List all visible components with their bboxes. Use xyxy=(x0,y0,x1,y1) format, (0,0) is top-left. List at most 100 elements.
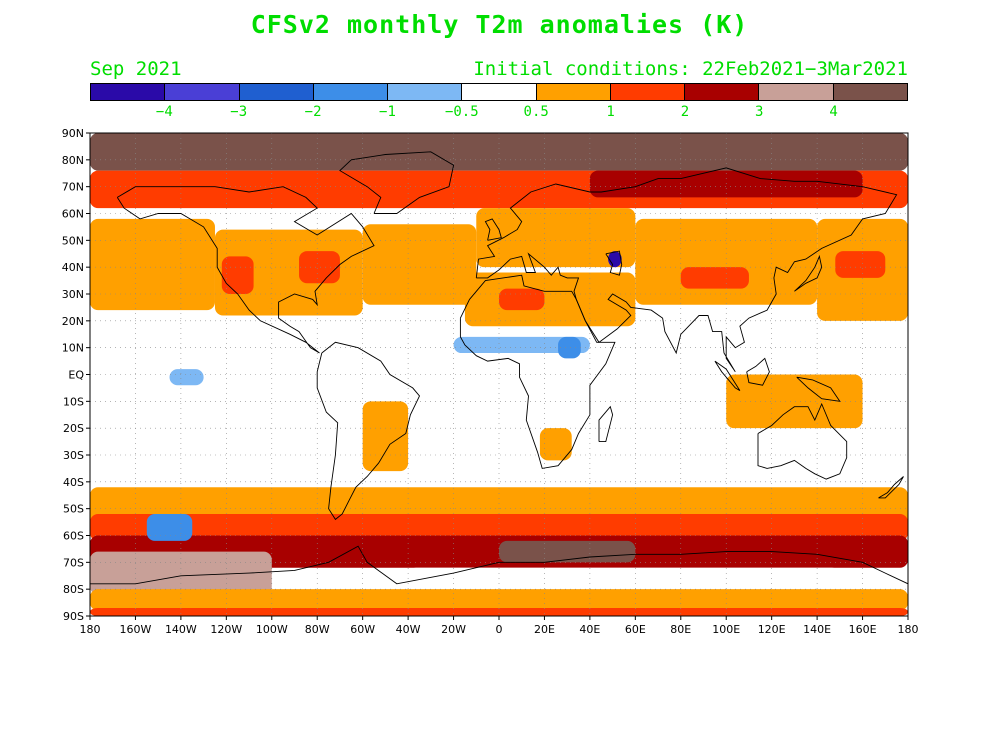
latitude-tick-label: 50S xyxy=(63,503,84,516)
coastline-uk xyxy=(484,218,502,241)
latitude-tick-label: 40N xyxy=(62,261,84,274)
colorbar-swatch xyxy=(91,84,166,100)
coastline-antarctica xyxy=(90,545,908,585)
anomaly-region-south-ocean-inner xyxy=(90,514,908,541)
anomaly-region-north-atlantic xyxy=(362,224,477,305)
latitude-tick-label: 80S xyxy=(63,583,84,596)
longitude-tick-label: 120E xyxy=(758,623,786,636)
colorbar xyxy=(90,83,908,101)
latitude-tick-label: 50N xyxy=(62,234,84,247)
longitude-tick-label: 40E xyxy=(579,623,600,636)
longitude-tick-label: 40W xyxy=(396,623,421,636)
colorbar-label: −4 xyxy=(155,104,173,120)
colorbar-swatch xyxy=(759,84,834,100)
longitude-tick-label: 120W xyxy=(210,623,242,636)
coastline-madagascar xyxy=(598,405,614,443)
longitude-tick-label: 140E xyxy=(803,623,831,636)
colorbar-label: −2 xyxy=(304,104,322,120)
anomaly-region-us-east xyxy=(299,251,340,284)
colorbar-swatch xyxy=(239,84,314,100)
colorbar-label: 1 xyxy=(606,104,615,120)
latitude-tick-label: 20N xyxy=(62,315,84,328)
colorbar-swatch xyxy=(313,84,389,100)
anomaly-region-japan-hot xyxy=(835,251,886,278)
longitude-tick-label: 100E xyxy=(712,623,740,636)
longitude-tick-label: 80W xyxy=(305,623,330,636)
latitude-axis: 90N 80N 70N 60N 50N 40N 30N 20N 10N EQ 10S 20S 30S 40… xyxy=(62,127,90,623)
latitude-tick-label: 20S xyxy=(63,422,84,435)
coastline-eurasia xyxy=(475,167,898,373)
colorbar-swatch xyxy=(833,84,907,100)
coastline-caspian xyxy=(605,250,623,276)
anomaly-region-asia xyxy=(635,218,818,305)
longitude-tick-label: 0 xyxy=(496,623,503,636)
latitude-tick-label: 10S xyxy=(63,395,84,408)
coastline-sumatra xyxy=(714,360,741,391)
anomaly-region-south-america xyxy=(362,401,409,472)
coastline-borneo xyxy=(746,357,770,386)
latitude-tick-label: 60N xyxy=(62,208,84,221)
longitude-tick-label: 180 xyxy=(80,623,101,636)
anomaly-region-sahara xyxy=(499,288,545,311)
colorbar-label: −3 xyxy=(230,104,248,120)
latitude-tick-label: 80N xyxy=(62,154,84,167)
colorbar-label: 0.5 xyxy=(523,104,549,120)
colorbar-swatch xyxy=(462,84,537,100)
anomaly-region-antarctic-east xyxy=(499,540,636,563)
colorbar-label: −1 xyxy=(379,104,396,120)
colorbar-swatch xyxy=(536,84,611,100)
anomaly-region-us-west xyxy=(221,256,254,294)
coastline-new-zealand xyxy=(878,476,904,499)
coastline-africa xyxy=(459,274,616,469)
latitude-tick-label: 10N xyxy=(62,342,84,355)
colorbar-swatch xyxy=(610,84,686,100)
colorbar-swatch xyxy=(388,84,463,100)
anomaly-region-sahel xyxy=(453,336,590,354)
colorbar-swatch xyxy=(165,84,240,100)
anomaly-region-indonesia xyxy=(726,374,863,429)
latitude-tick-label: 60S xyxy=(63,530,84,543)
initial-conditions: Initial conditions: 22Feb2021−3Mar2021 xyxy=(473,58,908,80)
colorbar-label: 4 xyxy=(829,104,838,120)
longitude-tick-label: 20E xyxy=(534,623,555,636)
longitude-tick-label: 160W xyxy=(120,623,152,636)
latitude-tick-label: 30S xyxy=(63,449,84,462)
coastline-new-guinea xyxy=(796,376,841,402)
coastline-australia xyxy=(757,402,848,480)
anomaly-region-europe xyxy=(476,208,636,268)
colorbar-label: 3 xyxy=(755,104,764,120)
anomaly-region-north-pacific xyxy=(90,218,215,311)
anomaly-region-central-pacific-cold xyxy=(169,369,204,386)
anomaly-region-arctic xyxy=(90,133,908,171)
longitude-axis: 180 160W 140W 120W 100W 80W 60W 40W 20W 0 20E 40E 60… xyxy=(80,616,919,636)
latitude-tick-label: 70N xyxy=(62,181,84,194)
longitude-tick-label: 20W xyxy=(441,623,466,636)
longitude-tick-label: 140W xyxy=(165,623,197,636)
longitude-tick-label: 180 xyxy=(898,623,919,636)
coastline-south-america xyxy=(316,341,421,521)
latitude-tick-label: 90S xyxy=(63,610,84,623)
anomaly-region-east-africa xyxy=(558,336,581,359)
longitude-tick-label: 160E xyxy=(849,623,877,636)
longitude-tick-label: 60W xyxy=(350,623,375,636)
colorbar-labels: −4 −3 −2 −1 −0.5 0.5 1 2 3 4 xyxy=(90,104,908,122)
coastline-japan xyxy=(794,254,823,292)
anomaly-region-south-africa xyxy=(539,428,572,461)
chart-title: CFSv2 monthly T2m anomalies (K) xyxy=(250,10,749,39)
latitude-tick-label: 90N xyxy=(62,127,84,140)
latitude-tick-label: 40S xyxy=(63,476,84,489)
anomaly-region-sw-pacific-cold xyxy=(146,514,193,541)
colorbar-swatch xyxy=(685,84,760,100)
coastlines xyxy=(90,151,908,585)
anomaly-region-south-pole-band xyxy=(90,589,908,611)
longitude-tick-label: 60E xyxy=(625,623,646,636)
latitude-tick-label: 70S xyxy=(63,556,84,569)
latitude-tick-label: EQ xyxy=(68,369,84,382)
longitude-tick-label: 100W xyxy=(256,623,288,636)
coastline-north-america xyxy=(116,186,375,354)
anomaly-region-north-africa xyxy=(464,272,636,327)
latitude-tick-label: 30N xyxy=(62,288,84,301)
forecast-month: Sep 2021 xyxy=(90,58,182,80)
colorbar-label: −0.5 xyxy=(444,104,479,120)
